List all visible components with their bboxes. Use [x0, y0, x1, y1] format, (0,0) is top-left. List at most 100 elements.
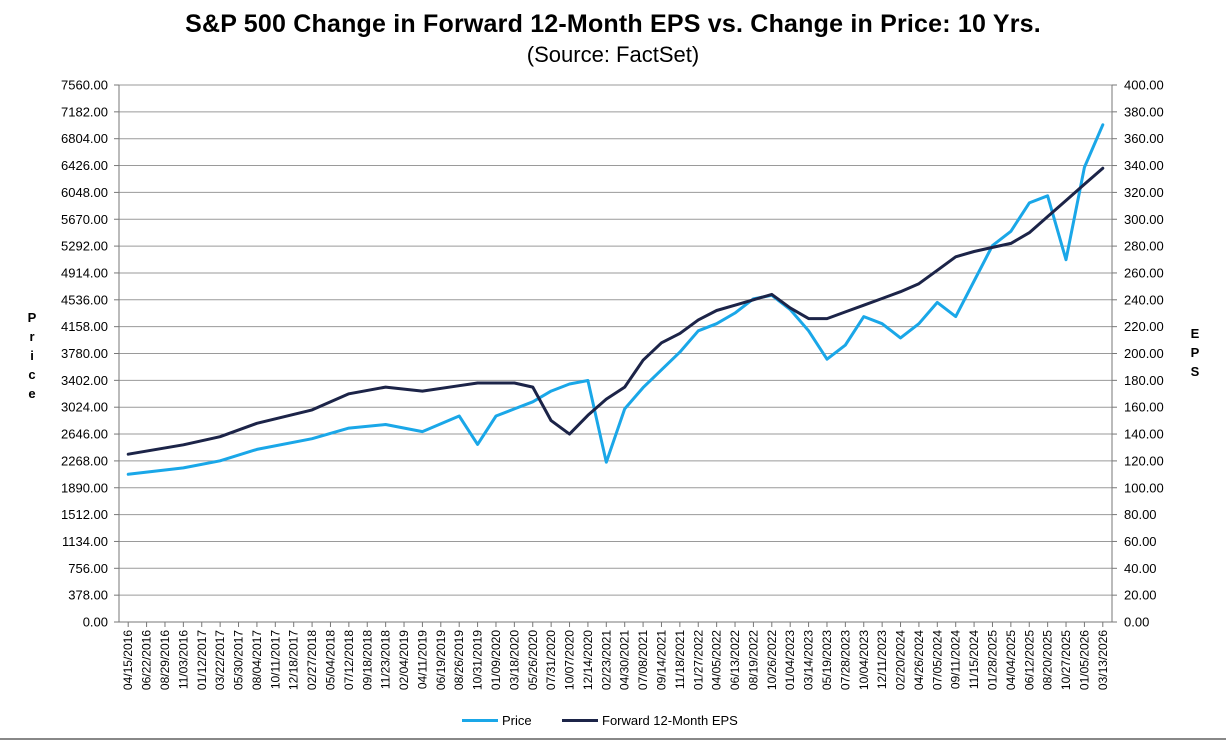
y-tick-label-left: 6048.00 — [61, 185, 108, 200]
y-tick-label-left: 7560.00 — [61, 78, 108, 93]
x-tick-label: 01/09/2020 — [489, 630, 503, 690]
data-point-price — [973, 280, 975, 282]
x-tick-label: 11/23/2018 — [379, 630, 393, 689]
data-point-price — [954, 315, 957, 318]
y-tick-label-right: 300.00 — [1124, 212, 1164, 227]
data-point-eps — [311, 409, 313, 411]
y-tick-label-right: 220.00 — [1124, 319, 1164, 334]
data-point-price — [421, 430, 424, 433]
data-point-eps — [1065, 199, 1067, 202]
x-tick-label: 06/13/2022 — [728, 630, 742, 690]
data-point-price — [918, 322, 920, 325]
x-tick-label: 01/04/2023 — [783, 630, 797, 690]
data-point-price — [182, 467, 185, 469]
data-point-price — [311, 437, 313, 440]
x-tick-label: 01/05/2026 — [1077, 630, 1091, 690]
y-tick-label-right: 280.00 — [1124, 239, 1164, 254]
x-tick-label: 03/14/2023 — [802, 630, 816, 690]
data-point-price — [1028, 202, 1031, 204]
data-point-eps — [734, 304, 736, 307]
y-tick-label-left: 1890.00 — [61, 480, 108, 495]
data-point-price — [476, 443, 479, 446]
y-tick-label-right: 400.00 — [1124, 78, 1164, 93]
data-point-price — [127, 473, 129, 476]
data-point-price — [881, 322, 883, 325]
y-tick-label-right: 0.00 — [1124, 615, 1149, 630]
x-tick-label: 02/23/2021 — [599, 630, 613, 690]
y-tick-label-right: 240.00 — [1124, 292, 1164, 307]
data-point-eps — [1028, 231, 1031, 234]
x-tick-label: 12/14/2020 — [581, 630, 595, 690]
data-point-price — [807, 330, 810, 332]
x-tick-label: 03/22/2017 — [213, 630, 227, 690]
data-point-eps — [532, 386, 534, 388]
series-line-price — [126, 123, 1105, 476]
data-point-price — [863, 315, 865, 318]
y-tick-label-right: 380.00 — [1124, 104, 1164, 119]
ylabel-left-char: i — [30, 348, 34, 363]
data-point-eps — [697, 319, 700, 321]
data-point-eps — [1046, 215, 1049, 218]
y-tick-label-right: 100.00 — [1124, 480, 1164, 495]
data-point-price — [1083, 166, 1086, 169]
ylabel-left-char: r — [29, 329, 35, 344]
data-point-eps — [476, 382, 479, 384]
data-point-price — [1046, 195, 1049, 197]
data-point-eps — [771, 293, 773, 296]
x-tick-label: 10/11/2017 — [268, 630, 282, 689]
data-point-eps — [954, 255, 957, 258]
y-tick-label-right: 60.00 — [1124, 534, 1157, 549]
x-tick-label: 08/04/2017 — [250, 630, 264, 690]
data-point-eps — [660, 342, 663, 344]
legend-label-eps: Forward 12-Month EPS — [602, 712, 738, 728]
data-point-eps — [899, 290, 902, 293]
data-point-eps — [219, 435, 221, 438]
x-tick-label: 04/11/2019 — [415, 630, 429, 689]
data-point-price — [605, 461, 608, 464]
series-line-eps — [126, 166, 1105, 456]
y-tick-label-right: 40.00 — [1124, 561, 1157, 576]
y-tick-label-right: 140.00 — [1124, 427, 1164, 442]
x-tick-label: 11/03/2016 — [176, 630, 190, 689]
data-point-eps — [863, 304, 865, 307]
x-tick-label: 04/26/2024 — [912, 630, 926, 690]
data-point-eps — [1083, 183, 1086, 186]
x-tick-label: 09/11/2024 — [949, 630, 963, 689]
x-tick-label: 05/26/2020 — [526, 630, 540, 690]
y-tick-label-left: 1134.00 — [62, 534, 108, 549]
data-point-eps — [127, 453, 129, 456]
data-point-price — [348, 427, 350, 429]
y-tick-label-left: 378.00 — [68, 588, 108, 603]
data-point-price — [936, 301, 939, 304]
data-point-price — [679, 351, 681, 353]
x-tick-label: 02/20/2024 — [894, 630, 908, 690]
x-tick-label: 10/04/2023 — [857, 630, 871, 690]
data-point-price — [513, 408, 516, 410]
x-tick-label: 04/15/2016 — [121, 630, 135, 690]
x-tick-label: 12/18/2017 — [287, 630, 301, 690]
x-tick-label: 08/29/2016 — [158, 630, 172, 690]
y-tick-label-left: 2646.00 — [61, 427, 108, 442]
x-tick-label: 12/11/2023 — [875, 630, 889, 689]
data-point-price — [697, 330, 700, 332]
y-tick-label-right: 260.00 — [1124, 265, 1164, 280]
y-tick-label-right: 160.00 — [1124, 400, 1164, 415]
x-tick-label: 04/30/2021 — [618, 630, 632, 690]
y-tick-label-left: 7182.00 — [61, 104, 108, 119]
bottom-border — [0, 738, 1226, 740]
y-tick-label-right: 340.00 — [1124, 158, 1164, 173]
data-point-eps — [1102, 167, 1104, 169]
data-point-eps — [918, 282, 920, 285]
y-tick-label-right: 180.00 — [1124, 373, 1164, 388]
data-point-eps — [679, 332, 681, 335]
data-point-price — [826, 358, 828, 361]
y-tick-label-right: 20.00 — [1124, 588, 1157, 603]
x-tick-label: 01/28/2025 — [985, 630, 999, 690]
data-point-eps — [642, 359, 644, 362]
y-tick-label-left: 4536.00 — [61, 292, 108, 307]
data-point-price — [550, 390, 552, 392]
data-point-price — [1010, 230, 1012, 233]
data-point-eps — [256, 422, 258, 425]
